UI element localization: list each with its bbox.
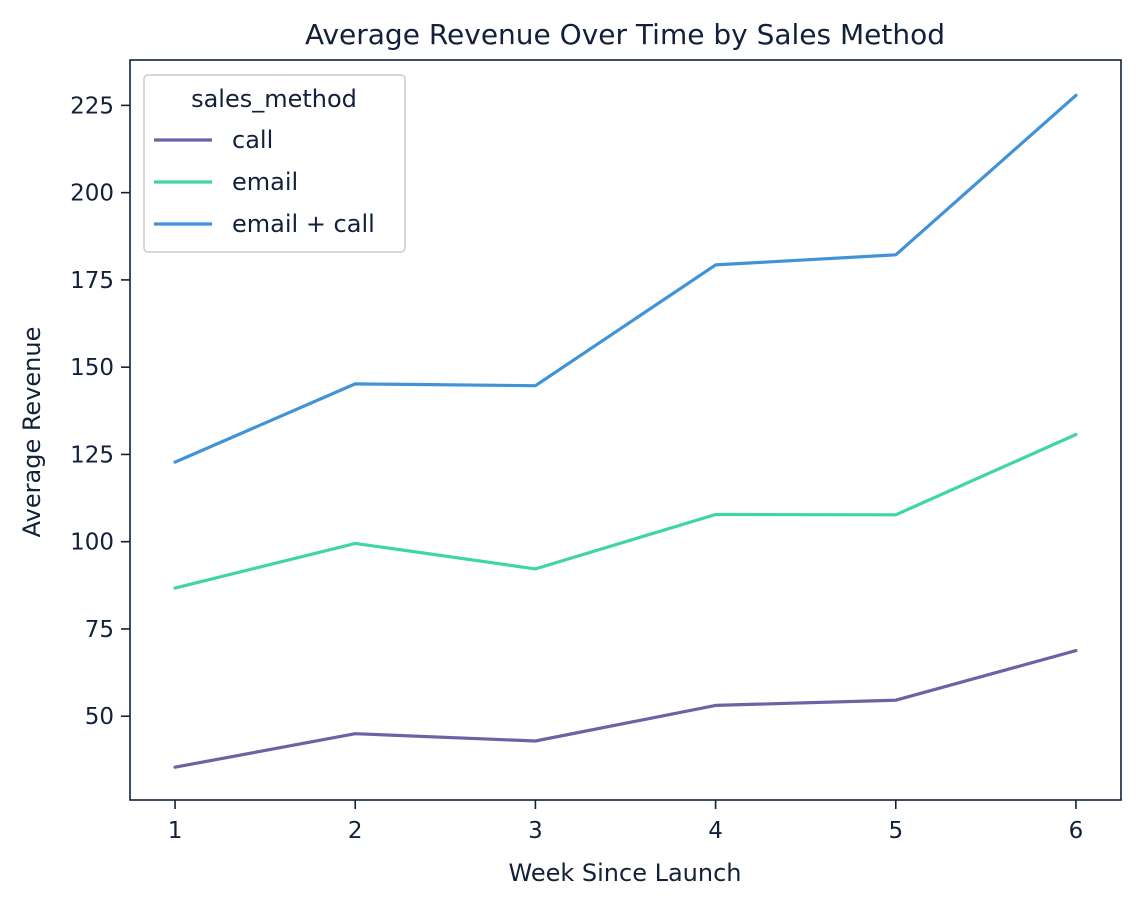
plot-frame [129,59,1122,801]
chart-title: Average Revenue Over Time by Sales Metho… [305,18,945,51]
x-tick-label: 6 [1069,818,1084,844]
y-axis-title: Average Revenue [18,327,46,538]
x-tick-label: 4 [708,818,723,844]
y-tick-label: 100 [70,530,114,556]
plot-area [173,93,1078,769]
axes: 1 2 3 4 5 6 50 75 100 125 150 175 200 225 [70,59,1122,844]
x-axis-title: Week Since Launch [509,859,742,887]
legend-label: email [232,168,298,196]
y-tick-label: 75 [85,617,114,643]
x-tick-label: 3 [528,818,543,844]
y-tick-label: 150 [70,355,114,381]
y-tick-label: 200 [70,181,114,207]
legend-box [143,74,406,253]
series-line-call [173,648,1078,769]
x-tick-label: 2 [348,818,363,844]
x-tick-label: 5 [888,818,903,844]
legend-label: email + call [232,210,375,238]
y-tick-label: 50 [85,704,114,730]
y-tick-label: 225 [70,93,114,119]
x-tick-label: 1 [168,818,183,844]
legend-label: call [232,126,273,154]
legend-title: sales_method [191,85,357,113]
y-tick-label: 175 [70,268,114,294]
y-tick-label: 125 [70,442,114,468]
series-line-email-call [173,93,1078,464]
series-line-email [173,432,1078,590]
